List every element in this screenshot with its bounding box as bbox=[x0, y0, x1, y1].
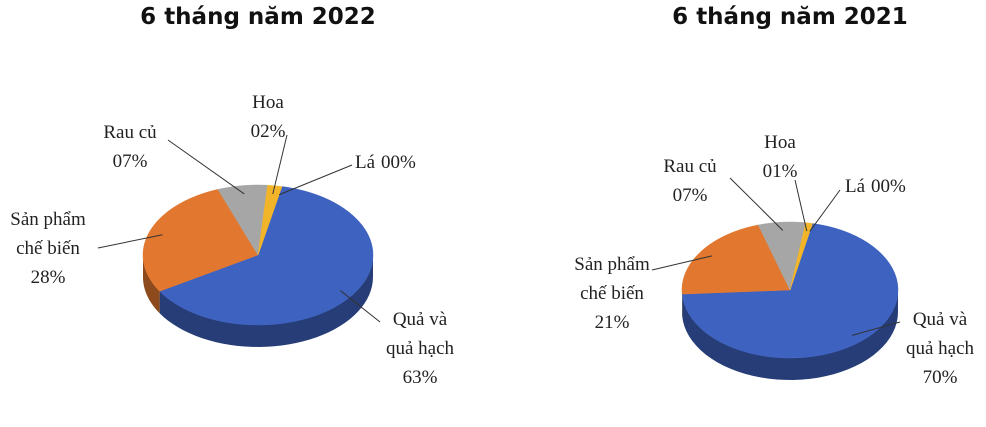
slice-label: Sản phẩm chế biến 28% bbox=[0, 205, 98, 292]
slice bbox=[789, 223, 813, 291]
value-label: 02% bbox=[250, 121, 286, 142]
slice-side bbox=[682, 290, 898, 380]
leader-line bbox=[272, 134, 288, 195]
category-label: Lá bbox=[845, 176, 866, 197]
slice bbox=[257, 186, 283, 256]
value-label: 00% bbox=[381, 152, 416, 173]
leader-line bbox=[651, 255, 713, 271]
slice bbox=[159, 186, 374, 326]
slice-side bbox=[143, 255, 160, 314]
slice-label: Rau củ 07% bbox=[85, 118, 175, 176]
leader-line bbox=[278, 164, 353, 196]
leader-line bbox=[729, 177, 784, 231]
leader-line bbox=[167, 139, 245, 195]
leader-line bbox=[851, 321, 901, 336]
category-label: Sản phẩm chế biến bbox=[10, 209, 86, 259]
value-label: 07% bbox=[672, 185, 708, 206]
slice-label: Lá 00% bbox=[355, 148, 416, 177]
slice bbox=[217, 184, 268, 256]
value-label: 21% bbox=[594, 312, 630, 333]
chart-title: 6 tháng năm 2021 bbox=[672, 4, 908, 30]
category-label: Lá bbox=[355, 152, 376, 173]
leader-line bbox=[809, 189, 841, 232]
slice-side bbox=[159, 255, 373, 347]
slice-label: Rau củ 07% bbox=[645, 152, 735, 210]
slice bbox=[681, 223, 899, 359]
value-label: 00% bbox=[871, 176, 906, 197]
slice-label: Quả và quả hạch 70% bbox=[900, 305, 980, 392]
leader-line bbox=[340, 290, 381, 323]
value-label: 28% bbox=[30, 267, 66, 288]
category-label: Hoa bbox=[764, 132, 796, 153]
value-label: 63% bbox=[402, 367, 438, 388]
value-label: 07% bbox=[112, 151, 148, 172]
category-label: Sản phẩm chế biến bbox=[574, 254, 650, 304]
value-label: 70% bbox=[922, 367, 958, 388]
slice-label: Hoa 01% bbox=[745, 128, 815, 186]
slice-label: Sản phẩm chế biến 21% bbox=[562, 250, 662, 337]
slice bbox=[142, 189, 259, 292]
category-label: Quả và quả hạch bbox=[905, 309, 975, 359]
slice-label: Quả và quả hạch 63% bbox=[380, 305, 460, 392]
category-label: Hoa bbox=[252, 92, 284, 113]
slice-label: Lá 00% bbox=[845, 172, 906, 201]
category-label: Rau củ bbox=[103, 122, 157, 143]
category-label: Quả và quả hạch bbox=[385, 309, 455, 359]
slice-label: Hoa 02% bbox=[233, 88, 303, 146]
value-label: 01% bbox=[762, 161, 798, 182]
category-label: Rau củ bbox=[663, 156, 717, 177]
leader-line bbox=[97, 234, 163, 249]
chart-title: 6 tháng năm 2022 bbox=[140, 4, 376, 30]
slice bbox=[681, 224, 791, 295]
leader-line bbox=[794, 179, 808, 232]
